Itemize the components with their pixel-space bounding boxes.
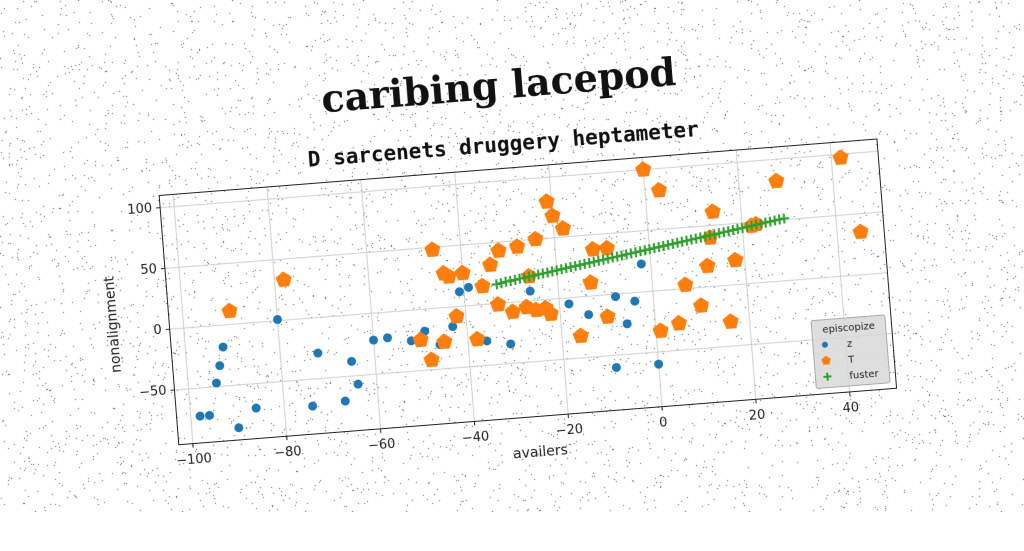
x-axis-label: availers (513, 442, 569, 462)
point-T (469, 330, 486, 347)
point-z (464, 283, 474, 293)
point-T (474, 277, 491, 294)
legend-label: z (847, 339, 853, 350)
point-z (622, 319, 632, 329)
x-tick-label: 20 (748, 408, 766, 424)
point-T (490, 242, 507, 259)
point-T (424, 241, 441, 258)
point-T (599, 308, 616, 325)
point-T (584, 240, 601, 257)
point-z (313, 348, 323, 358)
point-T (693, 297, 710, 314)
point-z (205, 411, 215, 421)
y-tick-label: 100 (127, 201, 153, 218)
point-z (195, 411, 205, 421)
point-z (630, 296, 640, 306)
point-T (544, 207, 561, 224)
y-tick-label: 0 (153, 323, 162, 339)
point-z (215, 361, 225, 371)
series-fuster (488, 213, 793, 290)
point-z (636, 259, 646, 269)
x-tick-label: −20 (555, 422, 584, 439)
point-T (699, 257, 716, 274)
point-z (308, 401, 318, 411)
point-T (482, 256, 499, 273)
point-T (538, 193, 555, 210)
legend-label: fuster (849, 369, 880, 382)
x-tick-label: 40 (842, 400, 860, 416)
point-z (218, 342, 228, 352)
point-z (383, 333, 393, 343)
point-T (650, 181, 667, 198)
point-z (564, 299, 574, 309)
x-tick-label: 0 (659, 415, 668, 431)
point-z (455, 287, 465, 297)
point-T (275, 271, 292, 288)
point-z (654, 359, 664, 369)
point-z (584, 310, 594, 320)
x-gridline (361, 180, 381, 429)
point-z (369, 335, 379, 345)
y-tick-label: 50 (140, 262, 158, 278)
point-T (572, 327, 589, 344)
point-T (768, 172, 785, 189)
x-tick-label: −100 (176, 451, 213, 469)
point-T (527, 230, 544, 247)
point-z (506, 339, 516, 349)
point-z (273, 315, 283, 325)
point-T (852, 223, 869, 240)
point-T (722, 313, 739, 330)
point-z (347, 357, 357, 367)
y-axis-label: nonalignment (101, 275, 125, 374)
point-T (652, 322, 669, 339)
point-T (454, 264, 471, 281)
point-T (635, 161, 652, 178)
x-gridline (736, 150, 756, 399)
point-z (340, 396, 350, 406)
point-z (234, 423, 244, 433)
y-gridline (174, 334, 892, 390)
point-T (727, 251, 744, 268)
point-T (489, 296, 506, 313)
x-tick-label: −80 (274, 444, 303, 461)
point-T (677, 276, 694, 293)
point-T (704, 203, 721, 220)
data-points (178, 144, 880, 436)
x-gridline (267, 187, 287, 436)
x-tick-label: −40 (461, 429, 490, 446)
point-T (448, 307, 465, 324)
point-T (670, 314, 687, 331)
point-T (832, 149, 849, 166)
y-tick-label: −50 (139, 384, 168, 401)
point-z (612, 363, 622, 373)
x-gridline (455, 172, 475, 421)
point-z (525, 286, 535, 296)
point-z (251, 403, 261, 413)
point-z (353, 379, 363, 389)
x-tick-label: −60 (368, 437, 397, 454)
series-T (212, 144, 876, 383)
point-T (582, 273, 599, 290)
point-T (221, 302, 238, 319)
point-z (611, 292, 621, 302)
point-T (423, 351, 440, 368)
